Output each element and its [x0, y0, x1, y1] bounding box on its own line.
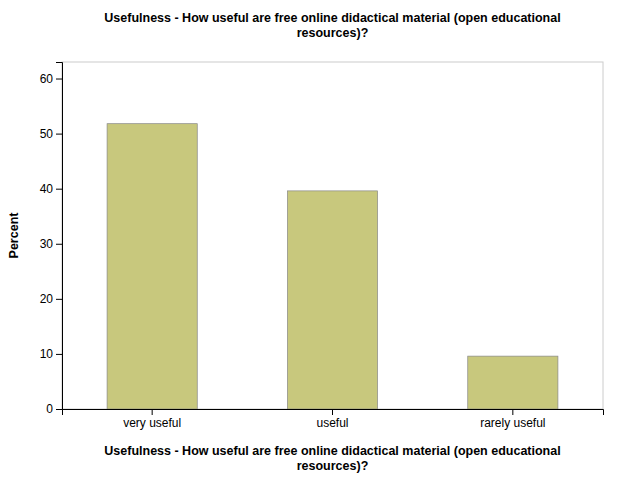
- y-tick-label: 50: [40, 127, 54, 141]
- y-tick-label: 0: [46, 402, 53, 416]
- x-tick: very useful: [123, 409, 181, 430]
- y-tick-label: 40: [40, 182, 54, 196]
- y-axis: 0 10 20 30 40 50 60: [40, 63, 63, 417]
- y-tick: 20: [40, 292, 62, 306]
- y-tick-mark: [56, 79, 62, 80]
- chart: 0 10 20 30 40 50 60 very useful useful rarely use…: [0, 0, 627, 501]
- y-tick-mark: [56, 244, 62, 245]
- x-tick-label: rarely useful: [480, 416, 545, 430]
- y-tick: 0: [46, 402, 62, 416]
- y-tick-label: 30: [40, 237, 54, 251]
- x-tick-mark: [152, 409, 153, 415]
- y-tick: 30: [40, 237, 62, 251]
- y-tick: 60: [40, 72, 62, 86]
- plot-area: 0 10 20 30 40 50 60 very useful useful rarely use…: [40, 62, 604, 430]
- y-tick-mark: [56, 134, 62, 135]
- y-tick-label: 10: [40, 347, 54, 361]
- y-tick-mark: [56, 189, 62, 190]
- y-tick: 40: [40, 182, 62, 196]
- x-tick: useful: [316, 409, 348, 430]
- y-axis-title: Percent: [7, 212, 21, 259]
- x-tick-label: useful: [316, 416, 348, 430]
- x-axis-line: [63, 410, 604, 416]
- x-tick-label: very useful: [123, 416, 181, 430]
- y-tick-mark: [56, 409, 62, 410]
- x-tick-mark: [512, 409, 513, 415]
- x-axis: very useful useful rarely useful: [63, 409, 604, 430]
- y-tick: 10: [40, 347, 62, 361]
- y-axis-line: [56, 63, 63, 410]
- y-tick-mark: [56, 354, 62, 355]
- y-tick-mark: [56, 299, 62, 300]
- x-axis-title: Usefulness - How useful are free online …: [104, 444, 560, 473]
- title: Usefulness - How useful are free online …: [104, 11, 560, 40]
- bar: [287, 191, 377, 409]
- x-tick: rarely useful: [480, 409, 545, 430]
- y-tick: 50: [40, 127, 62, 141]
- y-tick-label: 20: [40, 292, 54, 306]
- bar: [107, 124, 197, 409]
- bar: [468, 356, 558, 409]
- x-tick-mark: [332, 409, 333, 415]
- bars: [107, 124, 558, 409]
- y-tick-label: 60: [40, 72, 54, 86]
- plot-frame: [62, 62, 603, 409]
